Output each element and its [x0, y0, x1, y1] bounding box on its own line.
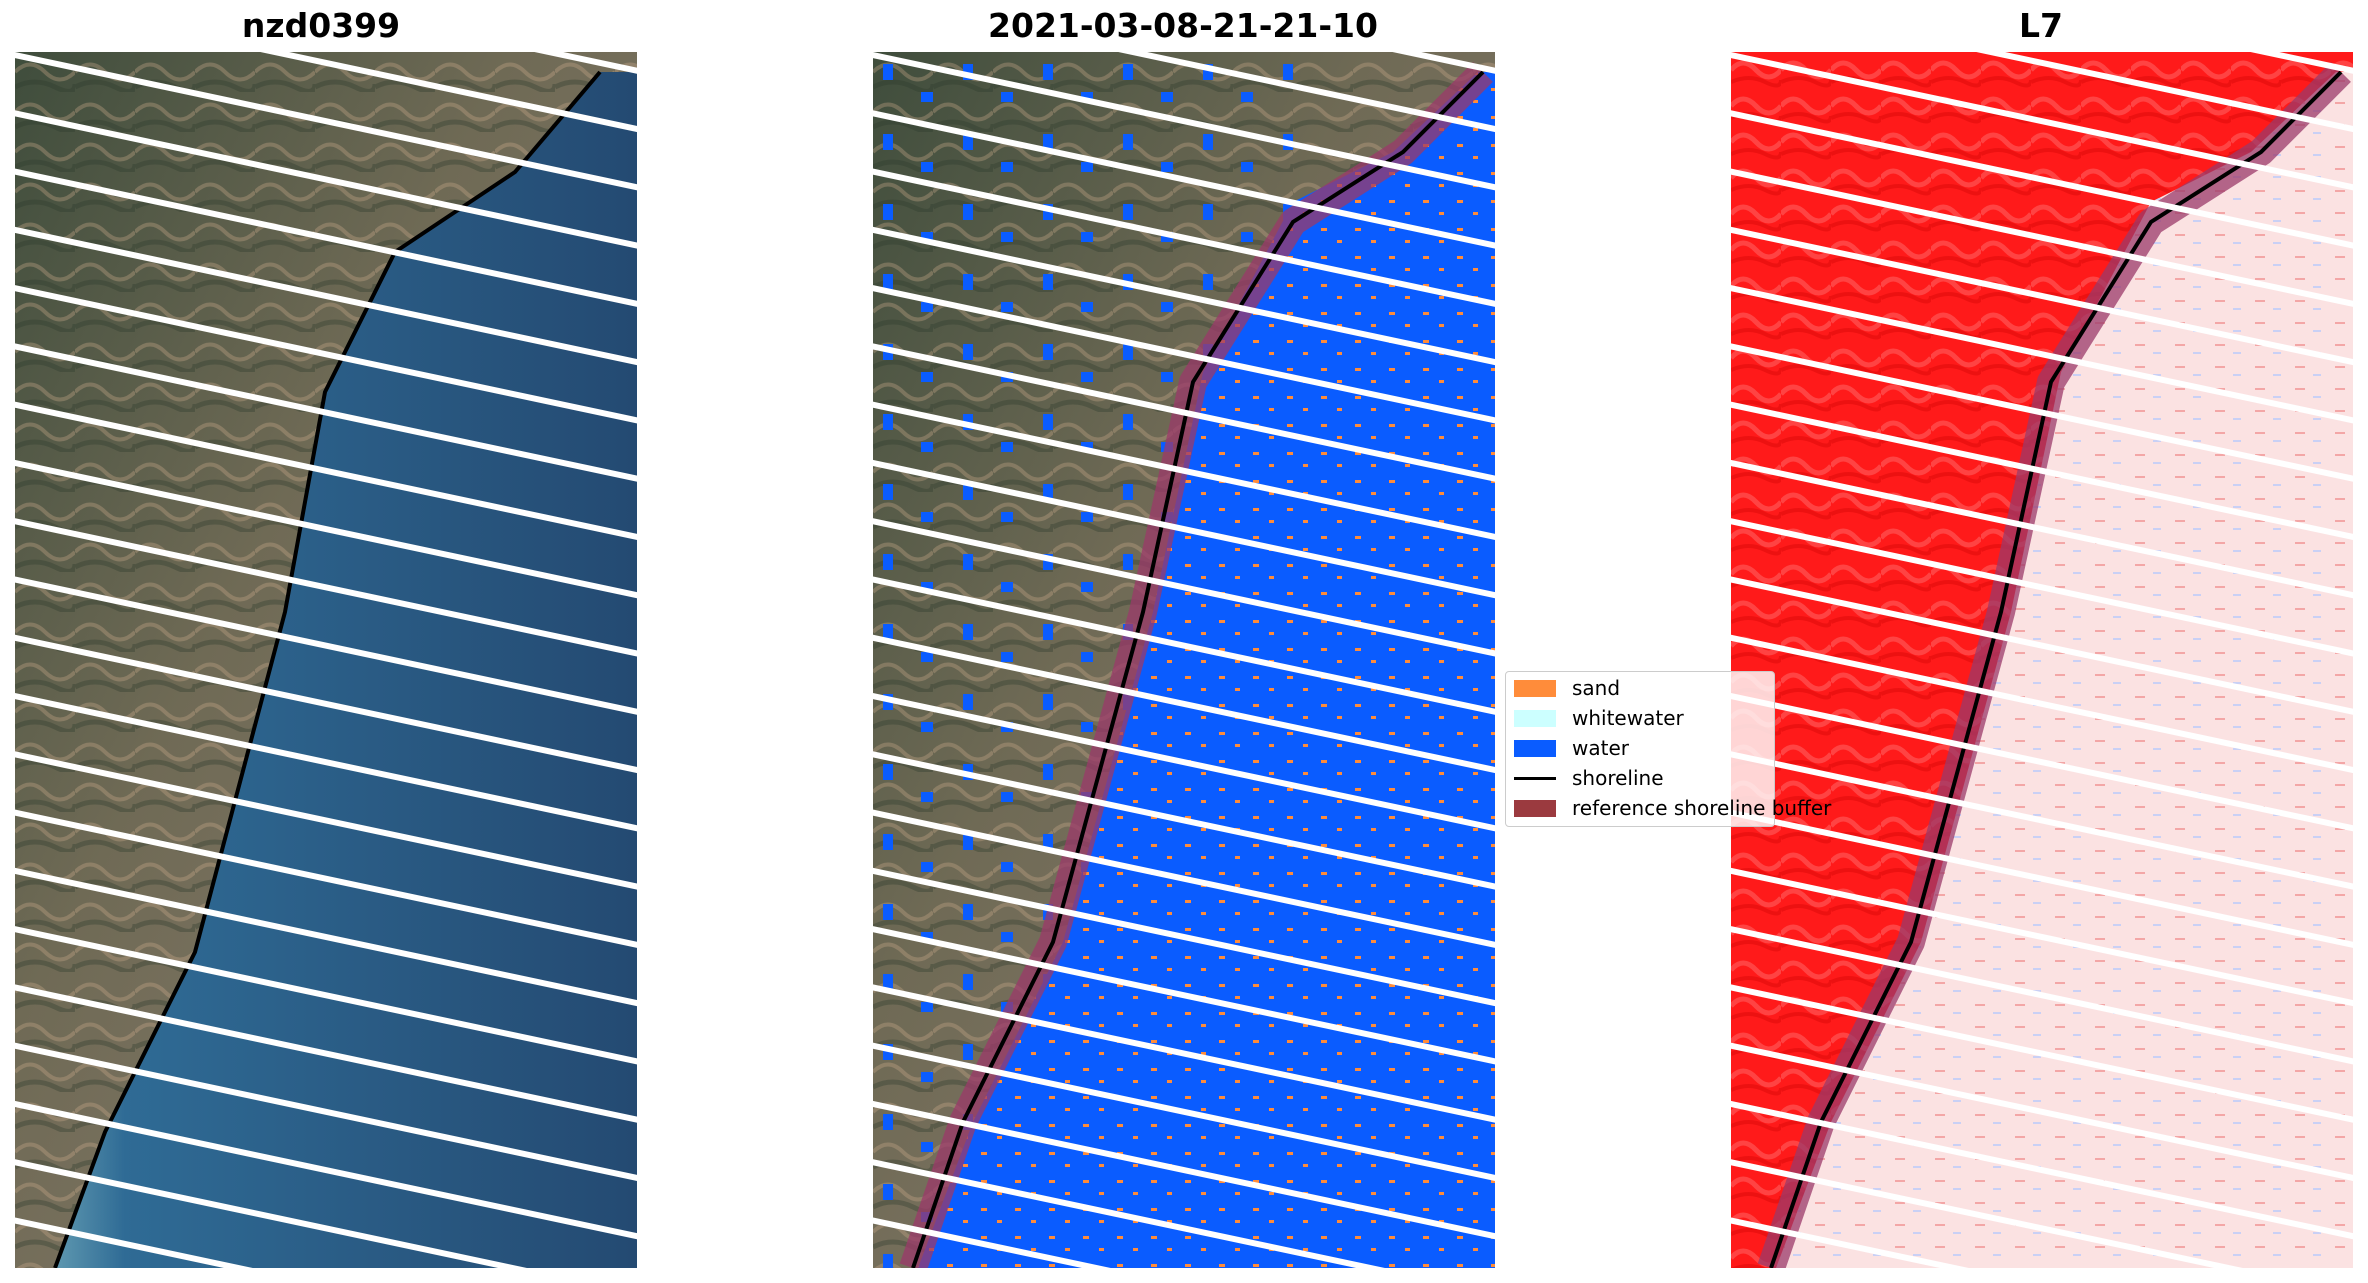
rgb-image-panel: [15, 52, 637, 1268]
legend-label: whitewater: [1572, 706, 1684, 730]
legend-label: water: [1572, 736, 1629, 760]
legend-item-shoreline: shoreline: [1514, 766, 1664, 790]
sand-swatch: [1514, 679, 1556, 697]
rgb-satellite-image: [15, 52, 637, 1268]
legend-item-water: water: [1514, 736, 1629, 760]
reference-buffer-swatch: [1514, 799, 1556, 817]
shoreline-swatch: [1514, 776, 1556, 780]
legend-label: shoreline: [1572, 766, 1664, 790]
index-image: [1731, 52, 2353, 1268]
legend-label: sand: [1572, 676, 1621, 700]
panel-title-index: L7: [2019, 6, 2063, 45]
index-image-panel: [1731, 52, 2353, 1268]
panel-title-classified: 2021-03-08-21-21-10: [988, 6, 1378, 45]
legend-label: reference shoreline buffer: [1572, 796, 1832, 820]
legend-item-reference-buffer: reference shoreline buffer: [1514, 796, 1831, 820]
legend: sand whitewater water shoreline referenc…: [1505, 671, 1831, 827]
legend-item-sand: sand: [1514, 676, 1620, 700]
panel-title-rgb: nzd0399: [241, 6, 401, 45]
whitewater-swatch: [1514, 709, 1556, 727]
water-swatch: [1514, 739, 1556, 757]
classified-image-panel: [873, 52, 1495, 1268]
classified-image: [873, 52, 1495, 1268]
legend-item-whitewater: whitewater: [1514, 706, 1684, 730]
